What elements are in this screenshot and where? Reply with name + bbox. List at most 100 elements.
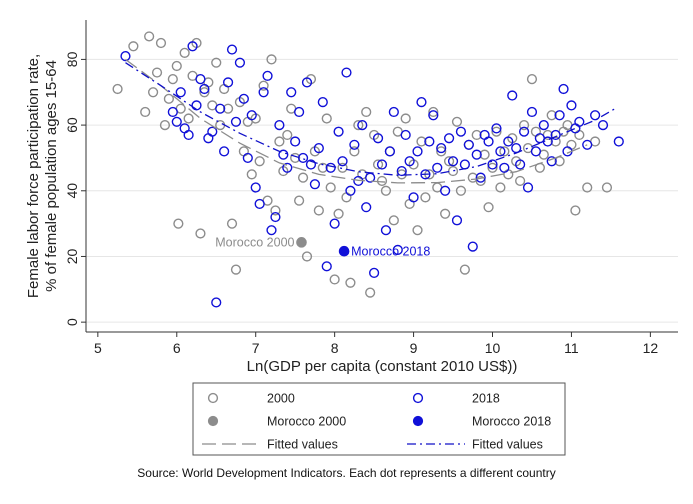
data-point bbox=[447, 156, 459, 167]
data-point bbox=[361, 202, 372, 213]
data-point bbox=[140, 106, 151, 118]
x-axis-title: Ln(GDP per capita (constant 2010 US$)) bbox=[247, 358, 518, 375]
data-point bbox=[590, 110, 601, 121]
data-point bbox=[404, 156, 415, 167]
data-point bbox=[365, 287, 376, 298]
data-point bbox=[230, 116, 242, 127]
data-point bbox=[380, 225, 392, 236]
data-point bbox=[526, 106, 538, 118]
data-point bbox=[475, 172, 486, 183]
data-point bbox=[455, 185, 467, 196]
data-point bbox=[325, 182, 336, 193]
data-point bbox=[329, 274, 340, 285]
data-point bbox=[392, 244, 403, 255]
data-point bbox=[234, 57, 246, 68]
legend-label: Fitted values bbox=[472, 437, 543, 451]
data-point bbox=[219, 146, 230, 157]
y-tick-label: 20 bbox=[64, 248, 80, 264]
data-point bbox=[195, 228, 206, 239]
data-point bbox=[345, 185, 356, 196]
data-point bbox=[325, 162, 336, 173]
y-tick-label: 60 bbox=[64, 117, 80, 133]
data-point bbox=[455, 126, 467, 137]
x-tick-label: 12 bbox=[643, 340, 659, 356]
highlight-point bbox=[296, 237, 307, 248]
data-point bbox=[518, 126, 530, 137]
fitted-lines bbox=[125, 58, 616, 184]
data-point bbox=[396, 165, 407, 177]
data-point bbox=[451, 116, 463, 127]
data-point bbox=[483, 136, 494, 147]
data-point bbox=[400, 129, 411, 141]
data-point bbox=[499, 146, 510, 157]
data-point bbox=[538, 119, 549, 131]
data-point bbox=[294, 195, 305, 206]
legend-label: 2018 bbox=[472, 391, 500, 405]
x-tick-label: 10 bbox=[485, 340, 501, 356]
data-point bbox=[440, 185, 451, 196]
data-point bbox=[246, 110, 257, 121]
data-point bbox=[250, 182, 261, 193]
data-point bbox=[187, 41, 198, 52]
legend-item: 2018 bbox=[412, 391, 500, 405]
data-point bbox=[270, 211, 281, 223]
legend-item: Morocco 2018 bbox=[412, 414, 551, 428]
y-axis-title-line1: Female labor force participation rate, bbox=[25, 54, 42, 298]
data-point bbox=[337, 162, 348, 173]
data-point bbox=[388, 106, 399, 118]
data-point bbox=[495, 146, 506, 157]
data-point bbox=[282, 162, 293, 173]
data-point bbox=[211, 57, 222, 68]
data-point bbox=[294, 106, 305, 118]
data-point bbox=[412, 146, 423, 157]
data-point bbox=[416, 136, 427, 147]
data-point bbox=[313, 142, 324, 154]
x-tick-label: 8 bbox=[331, 340, 339, 356]
data-point bbox=[128, 41, 139, 52]
point-annotations: Morocco 2000 Morocco 2018 bbox=[215, 236, 430, 259]
data-point bbox=[215, 103, 226, 114]
data-point bbox=[313, 205, 324, 216]
data-point bbox=[301, 251, 313, 262]
data-point bbox=[191, 100, 202, 111]
data-point bbox=[286, 87, 297, 98]
data-point bbox=[207, 126, 218, 137]
data-point bbox=[226, 218, 238, 229]
data-point bbox=[459, 264, 470, 275]
data-point bbox=[262, 70, 273, 81]
data-point bbox=[195, 74, 206, 85]
data-point bbox=[491, 123, 502, 134]
data-point bbox=[522, 182, 534, 193]
data-point bbox=[258, 80, 269, 91]
legend-item: Fitted values bbox=[202, 437, 338, 451]
data-point bbox=[274, 119, 285, 131]
data-point bbox=[408, 192, 419, 203]
data-point bbox=[329, 218, 340, 229]
legend-item: Fitted values bbox=[407, 437, 543, 451]
data-point bbox=[518, 119, 530, 131]
point-annotation: Morocco 2018 bbox=[351, 245, 430, 259]
data-point bbox=[305, 159, 317, 170]
data-point bbox=[179, 47, 190, 58]
data-point bbox=[246, 169, 257, 180]
data-point bbox=[309, 179, 321, 190]
data-point bbox=[380, 185, 392, 196]
legend-marker bbox=[207, 392, 219, 404]
y-tick-label: 40 bbox=[64, 183, 80, 199]
fitted-line bbox=[125, 62, 616, 176]
data-point bbox=[475, 175, 486, 187]
data-point bbox=[372, 133, 384, 144]
data-point bbox=[321, 113, 332, 124]
data-point bbox=[159, 119, 171, 131]
data-point bbox=[183, 113, 194, 124]
y-axis-ticks: 0 20 40 60 80 bbox=[64, 51, 86, 326]
data-point bbox=[376, 159, 388, 170]
legend-item: Morocco 2000 bbox=[207, 414, 346, 428]
data-point bbox=[349, 139, 360, 150]
data-point bbox=[467, 241, 478, 252]
data-point bbox=[167, 74, 178, 85]
data-point bbox=[416, 97, 427, 108]
y-axis-title-line2: % of female population ages 15-64 bbox=[43, 60, 60, 292]
data-point bbox=[345, 277, 356, 288]
data-point bbox=[155, 37, 167, 49]
